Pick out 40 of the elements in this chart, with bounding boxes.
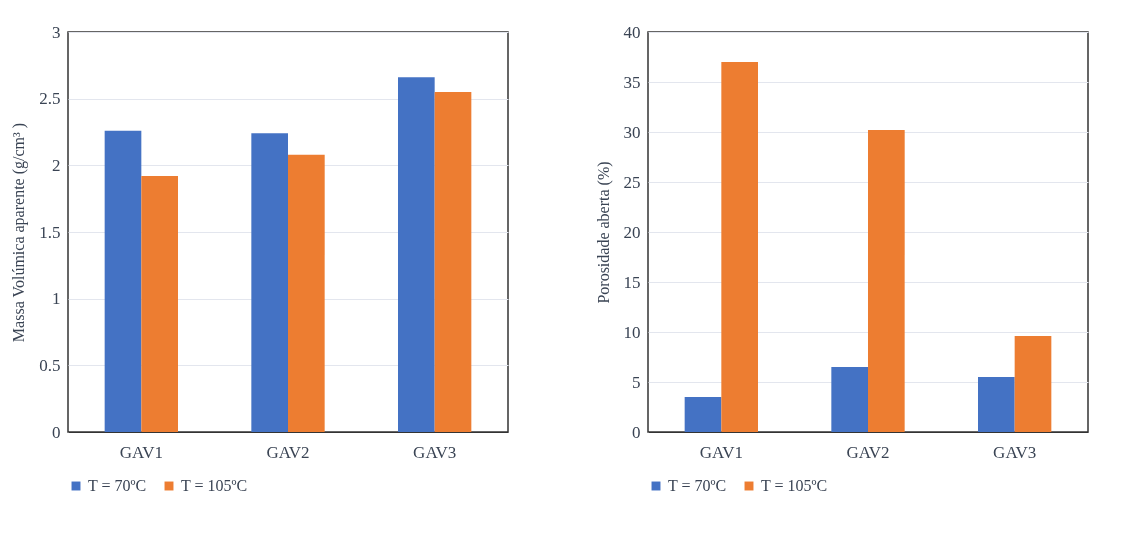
y-tick-label: 0 [632, 422, 641, 442]
bar [868, 130, 905, 432]
bar [684, 397, 722, 432]
y-tick-label: 35 [623, 72, 641, 92]
y-tick-label: 40 [623, 22, 641, 42]
y-tick-label: 0 [52, 422, 61, 442]
y-tick-label: 2 [52, 155, 61, 175]
x-tick-label: GAV3 [993, 442, 1037, 462]
x-tick-label: GAV2 [846, 442, 890, 462]
bar [434, 92, 472, 432]
x-tick-label: GAV1 [699, 442, 743, 462]
bar [1014, 336, 1052, 432]
y-axis-title: Massa Volúmica aparente (g/cm³ ) [10, 122, 29, 343]
y-tick-label: 15 [623, 272, 641, 292]
y-tick-label: 5 [632, 372, 641, 392]
bar [104, 130, 142, 432]
legend-label: T = 105ºC [761, 477, 828, 494]
y-tick-label: 1 [52, 289, 61, 309]
bar [288, 154, 325, 432]
y-tick-label: 1.5 [39, 222, 61, 242]
legend-label: T = 70ºC [668, 477, 727, 494]
y-tick-label: 2.5 [39, 89, 61, 109]
y-tick-label: 25 [623, 172, 641, 192]
bar [141, 176, 178, 432]
x-tick-label: GAV3 [413, 442, 457, 462]
bar [978, 377, 1015, 432]
legend-label: T = 105ºC [181, 477, 248, 494]
bar [721, 62, 758, 432]
bar [398, 77, 435, 432]
y-tick-label: 10 [623, 322, 641, 342]
bar [251, 133, 288, 432]
bar [831, 367, 868, 432]
y-tick-label: 3 [52, 22, 61, 42]
y-tick-label: 0.5 [39, 355, 61, 375]
y-axis-title: Porosidade aberta (%) [594, 161, 613, 304]
legend-label: T = 70ºC [88, 477, 147, 494]
x-tick-label: GAV1 [119, 442, 163, 462]
x-tick-label: GAV2 [266, 442, 310, 462]
y-tick-label: 20 [623, 222, 641, 242]
y-tick-label: 30 [623, 122, 641, 142]
